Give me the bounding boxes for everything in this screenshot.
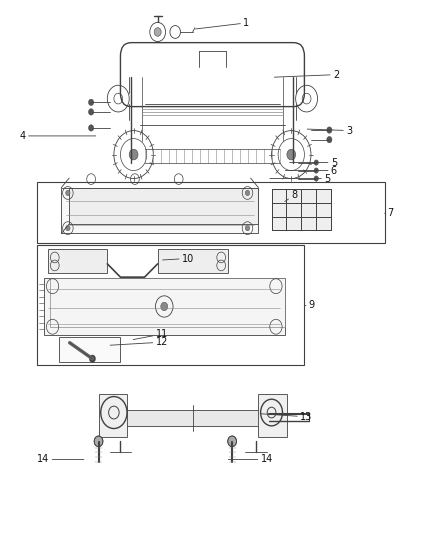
- Circle shape: [314, 160, 318, 165]
- Text: 10: 10: [162, 254, 194, 263]
- Circle shape: [327, 136, 332, 143]
- Circle shape: [66, 190, 70, 196]
- Text: 11: 11: [133, 329, 168, 340]
- Text: 7: 7: [385, 208, 394, 218]
- Text: 13: 13: [261, 412, 312, 422]
- Circle shape: [245, 225, 250, 231]
- Text: 6: 6: [285, 166, 337, 175]
- Bar: [116, 410, 269, 426]
- Circle shape: [88, 125, 94, 131]
- Text: 8: 8: [285, 190, 297, 201]
- Circle shape: [66, 225, 70, 231]
- Text: 12: 12: [110, 337, 168, 347]
- Circle shape: [129, 149, 138, 160]
- Circle shape: [314, 176, 318, 181]
- Circle shape: [245, 190, 250, 196]
- Bar: [50, 278, 285, 327]
- Circle shape: [89, 355, 95, 362]
- Bar: [61, 188, 258, 233]
- Bar: [258, 394, 287, 437]
- Text: 3: 3: [307, 126, 352, 135]
- Bar: [99, 394, 127, 437]
- Bar: [44, 278, 285, 335]
- Bar: [272, 189, 331, 230]
- Circle shape: [94, 436, 103, 447]
- Circle shape: [88, 109, 94, 115]
- Text: 9: 9: [304, 301, 315, 310]
- Circle shape: [88, 99, 94, 106]
- Circle shape: [161, 302, 168, 311]
- Text: 1: 1: [195, 18, 249, 29]
- Circle shape: [154, 28, 161, 36]
- Circle shape: [327, 127, 332, 133]
- Circle shape: [228, 436, 237, 447]
- Circle shape: [314, 168, 318, 173]
- Bar: [59, 337, 120, 362]
- Bar: [37, 245, 304, 365]
- Text: 4: 4: [20, 131, 96, 141]
- Bar: [48, 249, 107, 273]
- Text: 14: 14: [37, 455, 84, 464]
- Text: 5: 5: [290, 158, 337, 167]
- Bar: [37, 182, 385, 243]
- Text: 5: 5: [270, 174, 330, 183]
- Circle shape: [287, 149, 296, 160]
- Bar: [158, 249, 228, 273]
- Bar: [69, 188, 258, 224]
- Text: 14: 14: [228, 455, 273, 464]
- Text: 2: 2: [274, 70, 339, 79]
